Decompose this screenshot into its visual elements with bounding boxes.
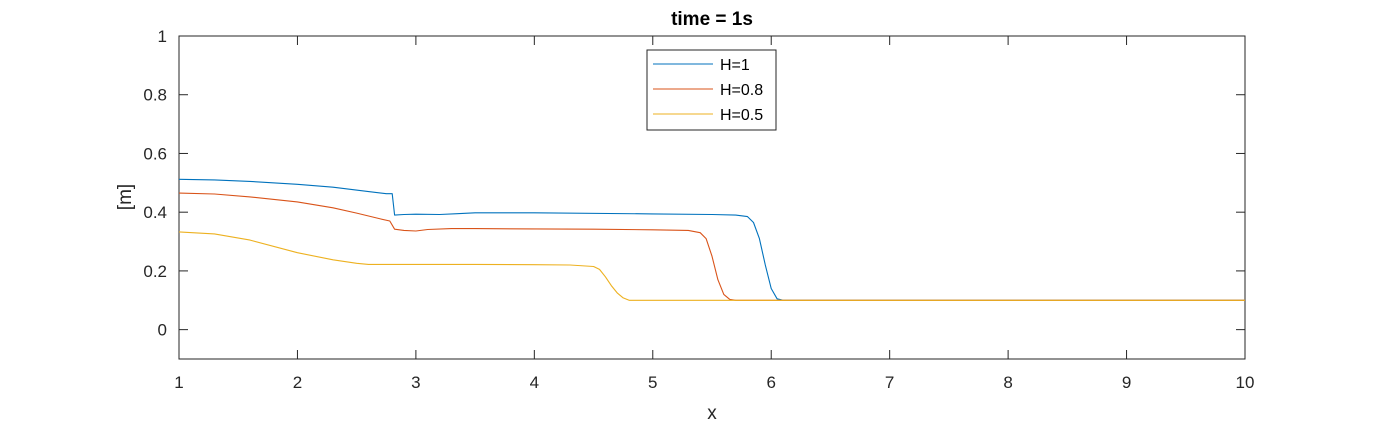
x-tick-label: 5 — [648, 373, 657, 392]
x-tick-label: 6 — [766, 373, 775, 392]
y-axis-label: [m] — [115, 184, 136, 210]
x-tick-label: 10 — [1236, 373, 1255, 392]
x-tick-label: 2 — [293, 373, 302, 392]
y-tick-label: 0.6 — [143, 144, 167, 163]
x-tick-label: 8 — [1003, 373, 1012, 392]
series-line-3 — [178, 231, 1245, 301]
series-line-1 — [178, 178, 1245, 301]
legend-label-3: H=0.5 — [720, 107, 763, 124]
legend-label-2: H=0.8 — [720, 82, 763, 99]
y-tick-label: 0.4 — [143, 203, 167, 222]
x-tick-label: 4 — [530, 373, 539, 392]
y-tick-label: 0 — [158, 321, 167, 340]
legend: H=1 H=0.8 H=0.5 — [646, 49, 777, 131]
legend-items: H=1 H=0.8 H=0.5 — [653, 57, 763, 124]
y-tick-label: 0.2 — [143, 262, 167, 281]
y-tick-label: 1 — [158, 27, 167, 46]
x-tick-label: 3 — [411, 373, 420, 392]
x-tick-label: 9 — [1122, 373, 1131, 392]
y-tick-label: 0.8 — [143, 86, 167, 105]
chart-title: time = 1s — [671, 9, 753, 30]
series-lines — [178, 178, 1245, 301]
axis-ticks: 1 2 3 4 5 6 7 8 9 10 0 0.2 0.4 0.6 0.8 1 — [143, 27, 1254, 392]
legend-label-1: H=1 — [720, 57, 750, 74]
x-tick-label: 1 — [174, 373, 183, 392]
legend-box — [646, 49, 777, 131]
x-tick-label: 7 — [885, 373, 894, 392]
x-axis-label: x — [707, 403, 717, 424]
